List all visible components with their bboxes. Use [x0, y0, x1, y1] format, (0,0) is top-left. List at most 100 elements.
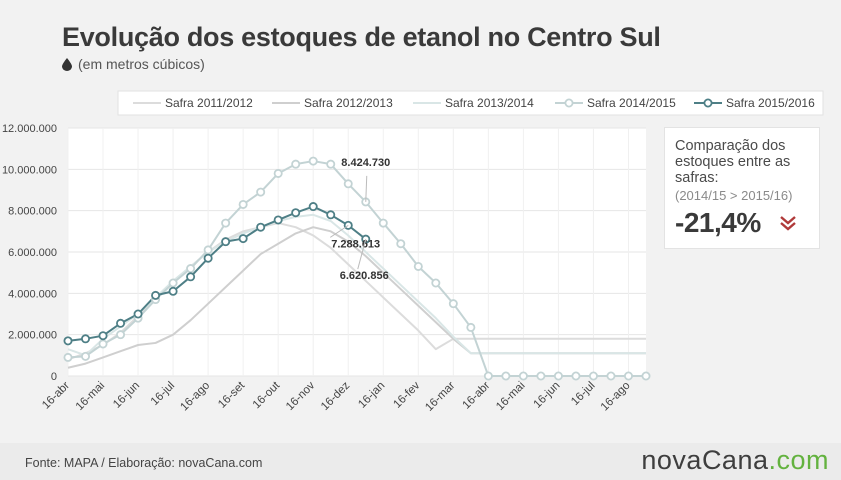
x-tick-label: 16-mai — [494, 380, 527, 413]
x-tick-label: 16-mai — [74, 380, 107, 413]
footer: Fonte: MAPA / Elaboração: novaCana.com n… — [0, 443, 841, 480]
annotation-leader — [365, 175, 368, 202]
data-point — [483, 371, 493, 381]
comparison-panel: Comparação dos estoques entre as safras:… — [664, 127, 820, 249]
data-point — [256, 222, 266, 232]
drop-icon — [62, 57, 72, 71]
data-point — [606, 371, 616, 381]
legend-label: Safra 2014/2015 — [587, 96, 676, 110]
legend-marker — [703, 98, 713, 108]
data-point — [98, 331, 108, 341]
data-point — [116, 330, 126, 340]
data-point — [256, 187, 266, 197]
data-point — [238, 199, 248, 209]
annotation-label: 8.424.730 — [341, 157, 390, 169]
panel-subheading: (2014/15 > 2015/16) — [675, 188, 793, 203]
annotation-label: 7.288.613 — [331, 238, 380, 250]
data-point — [378, 218, 388, 228]
data-point — [168, 286, 178, 296]
data-point — [186, 264, 196, 274]
data-point — [536, 371, 546, 381]
data-point — [326, 159, 336, 169]
data-point — [413, 261, 423, 271]
annotation-leader — [329, 224, 349, 238]
x-tick-label: 16-jul — [569, 380, 597, 408]
x-tick-label: 16-abr — [460, 380, 492, 412]
data-point — [571, 371, 581, 381]
x-tick-label: 16-ago — [178, 380, 212, 414]
data-point — [63, 352, 73, 362]
data-point — [518, 371, 528, 381]
data-point — [396, 239, 406, 249]
legend-label: Safra 2012/2013 — [304, 96, 393, 110]
y-tick-label: 4.000.000 — [8, 288, 57, 300]
data-point — [308, 202, 318, 212]
data-point — [501, 371, 511, 381]
data-point — [641, 371, 651, 381]
data-point — [81, 334, 91, 344]
data-point — [133, 309, 143, 319]
source-text: Fonte: MAPA / Elaboração: novaCana.com — [25, 456, 263, 470]
y-tick-label: 8.000.000 — [8, 206, 57, 218]
data-point — [291, 159, 301, 169]
y-tick-label: 0 — [51, 371, 57, 383]
y-tick-label: 12.000.000 — [2, 123, 57, 135]
subtitle-text: (em metros cúbicos) — [78, 56, 205, 72]
data-point — [448, 299, 458, 309]
chart-subtitle: (em metros cúbicos) — [62, 56, 205, 72]
data-point — [168, 278, 178, 288]
legend-label: Safra 2013/2014 — [445, 96, 534, 110]
data-point — [466, 322, 476, 332]
data-point — [203, 253, 213, 263]
data-point — [308, 156, 318, 166]
y-tick-label: 10.000.000 — [2, 164, 57, 176]
data-point — [588, 371, 598, 381]
data-point — [238, 234, 248, 244]
data-point — [186, 272, 196, 282]
x-tick-label: 16-nov — [284, 379, 318, 413]
data-point — [116, 318, 126, 328]
annotation-label: 6.620.856 — [340, 270, 389, 282]
data-point — [98, 339, 108, 349]
data-point — [343, 220, 353, 230]
novacana-logo: novaCana.com — [641, 445, 829, 475]
y-tick-label: 2.000.000 — [8, 330, 57, 342]
x-tick-label: 16-abr — [40, 380, 72, 412]
data-point — [623, 371, 633, 381]
data-point — [221, 237, 231, 247]
series-line-2014-2015 — [67, 160, 646, 377]
x-tick-label: 16-ago — [599, 380, 633, 414]
x-tick-label: 16-fev — [391, 379, 422, 410]
data-point — [553, 371, 563, 381]
double-chevron-down-icon — [779, 216, 796, 231]
legend-marker — [564, 98, 574, 108]
chart-title: Evolução dos estoques de etanol no Centr… — [62, 22, 661, 52]
data-point — [273, 168, 283, 178]
data-point — [221, 218, 231, 228]
panel-value: -21,4% — [675, 207, 761, 238]
data-point — [203, 245, 213, 255]
x-tick-label: 16-jun — [531, 380, 562, 411]
x-tick-label: 16-jan — [356, 380, 387, 411]
y-tick-label: 6.000.000 — [8, 247, 57, 259]
x-tick-label: 16-set — [216, 379, 248, 411]
x-tick-label: 16-jun — [111, 380, 142, 411]
legend-label: Safra 2015/2016 — [726, 96, 815, 110]
data-point — [151, 290, 161, 300]
data-point — [431, 278, 441, 288]
data-point — [326, 210, 336, 220]
panel-heading: Comparação dos estoques entre as safras: — [675, 138, 791, 186]
data-point — [291, 208, 301, 218]
line-chart: 0 2.000.000 4.000.000 6.000.000 8.000.000 10.… — [2, 90, 824, 414]
x-tick-label: 16-out — [251, 379, 283, 411]
x-tick-label: 16-dez — [319, 379, 353, 413]
data-point — [273, 215, 283, 225]
series-line-2013-2014 — [67, 213, 646, 357]
x-tick-label: 16-mar — [423, 380, 457, 414]
x-tick-label: 16-jul — [149, 380, 177, 408]
data-point — [81, 351, 91, 361]
legend-label: Safra 2011/2012 — [165, 96, 253, 110]
data-point — [343, 179, 353, 189]
annotation-leader — [357, 239, 367, 270]
data-point — [63, 336, 73, 346]
